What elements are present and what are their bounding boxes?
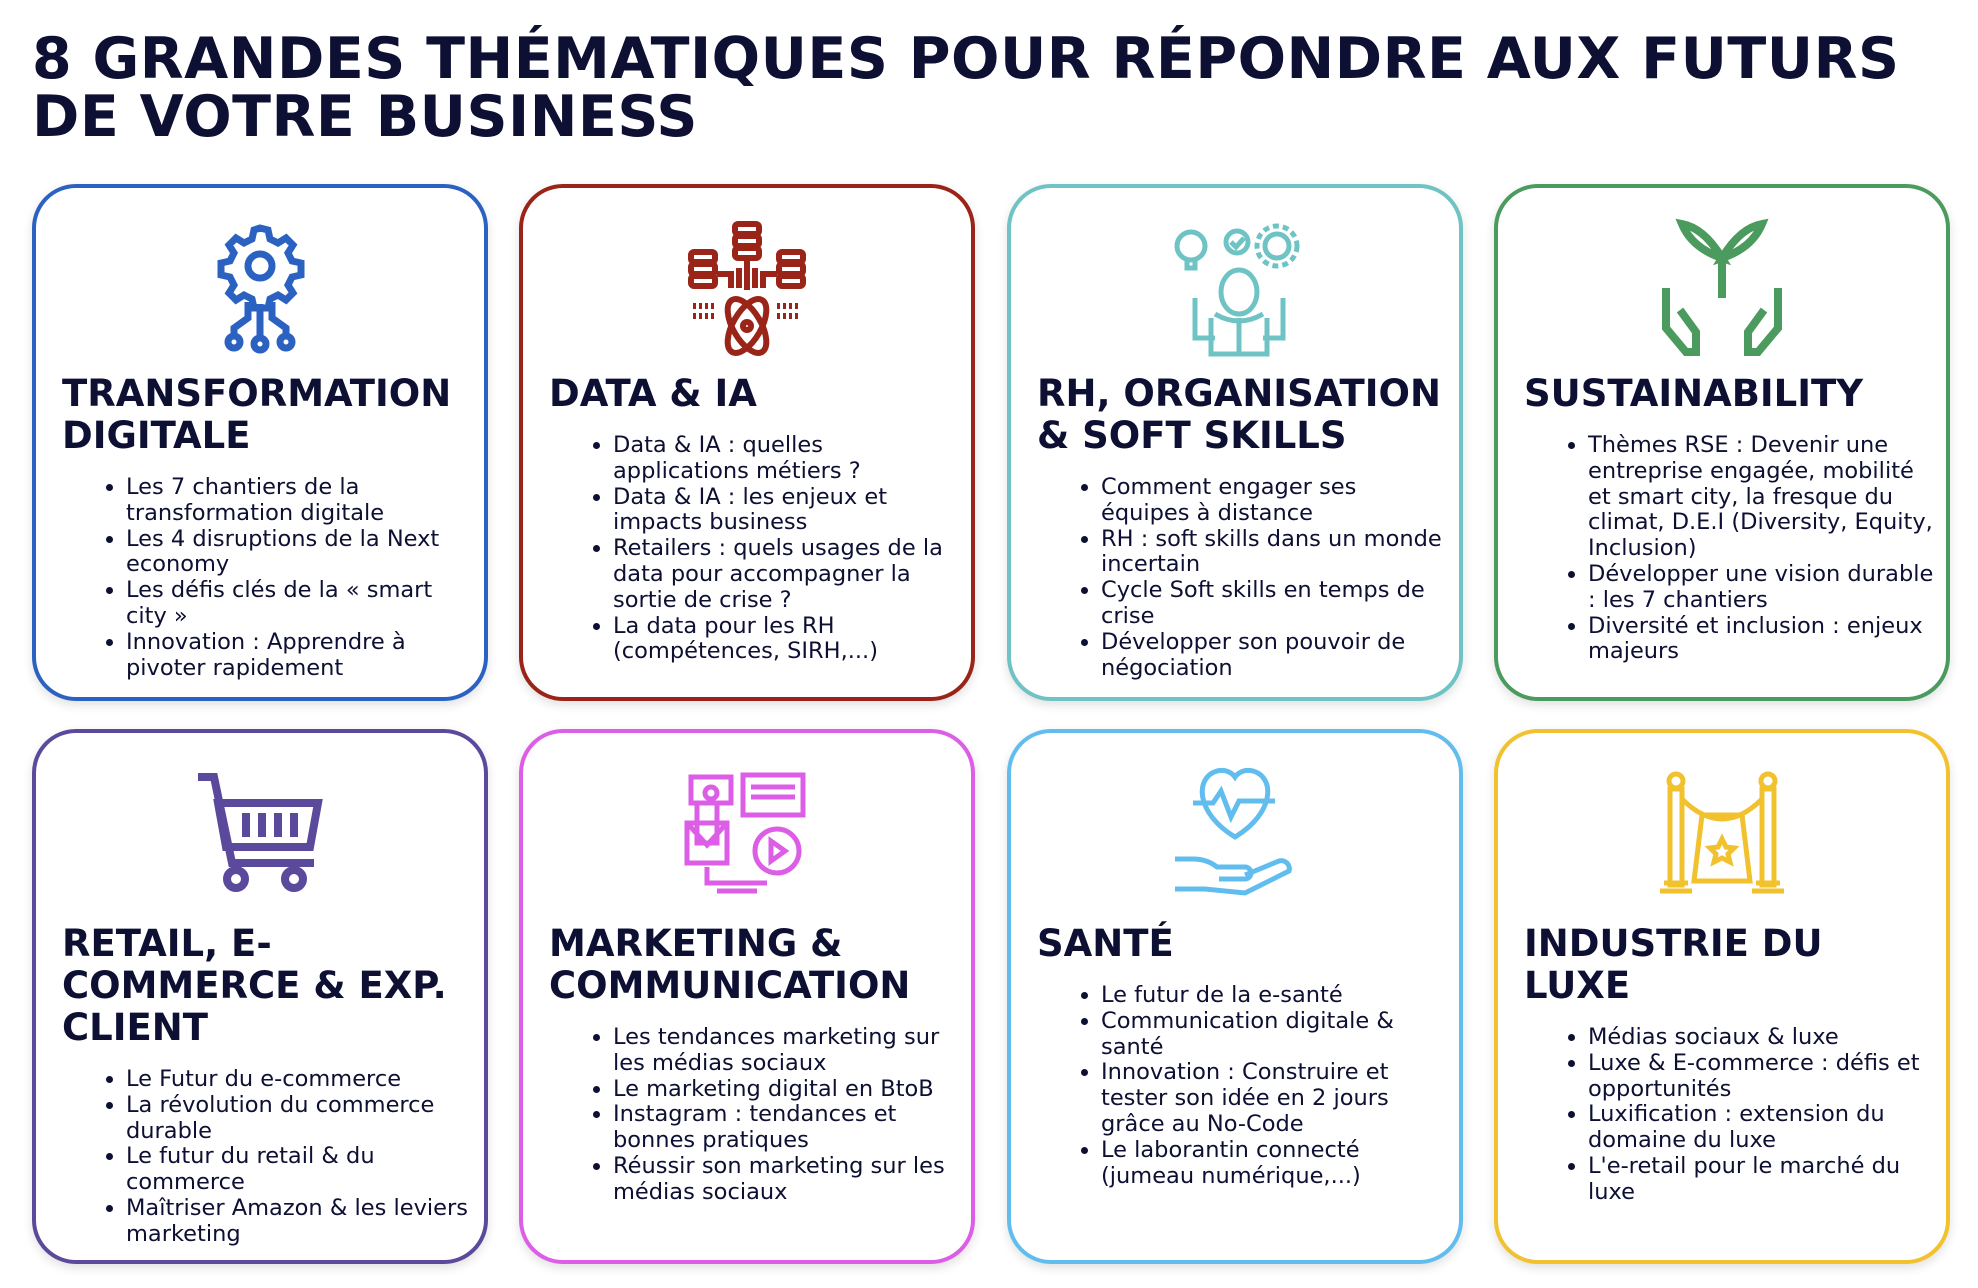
topic-item: Instagram : tendances et bonnes pratique… <box>613 1102 959 1154</box>
topic-item: Les 7 chantiers de la transformation dig… <box>126 474 472 527</box>
topic-item: Le Futur du e-commerce <box>126 1066 472 1093</box>
topic-list: Data & IA : quelles applications métiers… <box>549 432 959 666</box>
topic-item: RH : soft skills dans un monde incertain <box>1101 526 1447 579</box>
theme-card: RH, ORGANISATION & SOFT SKILLS Comment en… <box>1007 184 1463 701</box>
topic-item: Innovation : Apprendre à pivoter rapidem… <box>126 629 472 682</box>
card-heading: SUSTAINABILITY <box>1524 372 1864 415</box>
theme-card: DATA & IA Data & IA : quelles application… <box>519 184 975 701</box>
topic-item: Développer son pouvoir de négociation <box>1101 629 1447 682</box>
page-title: 8 GRANDES THÉMATIQUES POUR RÉPONDRE AUX … <box>32 26 1900 150</box>
topic-item: Retailers : quels usages de la data pour… <box>613 535 959 613</box>
topic-item: Data & IA : quelles applications métiers… <box>613 432 959 485</box>
topic-item: Maîtriser Amazon & les leviers marketing <box>126 1195 472 1248</box>
topic-item: Le marketing digital en BtoB <box>613 1076 959 1103</box>
topic-list: Le Futur du e-commerceLa révolution du c… <box>62 1066 472 1248</box>
media-marketing-icon <box>523 763 971 903</box>
topic-item: Luxification : extension du domaine du l… <box>1588 1102 1934 1154</box>
topic-item: Réussir son marketing sur les médias soc… <box>613 1153 959 1206</box>
person-ideas-icon <box>1011 218 1459 358</box>
topic-item: Comment engager ses équipes à distance <box>1101 474 1447 527</box>
topic-item: Développer une vision durable : les 7 ch… <box>1588 561 1934 614</box>
topic-item: Médias sociaux & luxe <box>1588 1024 1934 1051</box>
topic-item: L'e-retail pour le marché du luxe <box>1588 1153 1934 1206</box>
card-heading: DATA & IA <box>549 372 757 415</box>
topic-list: Les tendances marketing sur les médias s… <box>549 1024 959 1206</box>
luxury-rope-icon <box>1498 763 1946 903</box>
topic-list: Les 7 chantiers de la transformation dig… <box>62 474 472 682</box>
topic-item: La data pour les RH (compétences, SIRH,.… <box>613 613 959 666</box>
topic-item: Les défis clés de la « smart city » <box>126 577 472 630</box>
topic-item: Thèmes RSE : Devenir une entreprise enga… <box>1588 432 1934 562</box>
topic-item: Luxe & E-commerce : défis et opportunité… <box>1588 1050 1934 1103</box>
topic-item: Data & IA : les enjeux et impacts busine… <box>613 484 959 537</box>
topic-item: Le futur du retail & du commerce <box>126 1144 472 1196</box>
topic-item: Les 4 disruptions de la Next economy <box>126 526 472 579</box>
card-heading: MARKETING & COMMUNICATION <box>549 922 911 1007</box>
theme-card: TRANSFORMATION DIGITALE Les 7 chantiers d… <box>32 184 488 701</box>
card-heading: SANTÉ <box>1037 922 1174 965</box>
theme-card: RETAIL, E-COMMERCE & EXP. CLIENT Le Futur… <box>32 729 488 1264</box>
topic-list: Thèmes RSE : Devenir une entreprise enga… <box>1524 432 1934 666</box>
database-atom-icon <box>523 218 971 358</box>
topic-item: Diversité et inclusion : enjeux majeurs <box>1588 613 1934 666</box>
card-heading: RETAIL, E-COMMERCE & EXP. CLIENT <box>62 922 447 1049</box>
topic-item: La révolution du commerce durable <box>126 1092 472 1145</box>
topic-item: Le laborantin connecté (jumeau numérique… <box>1101 1137 1447 1190</box>
topic-item: Le futur de la e-santé <box>1101 982 1447 1009</box>
gear-circuit-icon <box>36 218 484 358</box>
topic-item: Communication digitale & santé <box>1101 1008 1447 1061</box>
card-heading: INDUSTRIE DU LUXE <box>1524 922 1823 1007</box>
topic-list: Médias sociaux & luxeLuxe & E-commerce :… <box>1524 1024 1934 1206</box>
topic-item: Innovation : Construire et tester son id… <box>1101 1059 1447 1137</box>
theme-card: MARKETING & COMMUNICATION Les tendances m… <box>519 729 975 1264</box>
hands-plant-icon <box>1498 218 1946 358</box>
theme-card: SUSTAINABILITY Thèmes RSE : Devenir une e… <box>1494 184 1950 701</box>
topic-item: Cycle Soft skills en temps de crise <box>1101 577 1447 630</box>
topic-item: Les tendances marketing sur les médias s… <box>613 1024 959 1077</box>
theme-card: INDUSTRIE DU LUXEMédias sociaux & luxeLu… <box>1494 729 1950 1264</box>
topic-list: Comment engager ses équipes à distanceRH… <box>1037 474 1447 682</box>
card-heading: TRANSFORMATION DIGITALE <box>62 372 452 457</box>
shopping-cart-icon <box>36 763 484 903</box>
theme-card: SANTÉ Le futur de la e-santéCommunication… <box>1007 729 1463 1264</box>
topic-list: Le futur de la e-santéCommunication digi… <box>1037 982 1447 1190</box>
heart-hand-icon <box>1011 763 1459 903</box>
card-heading: RH, ORGANISATION & SOFT SKILLS <box>1037 372 1441 457</box>
